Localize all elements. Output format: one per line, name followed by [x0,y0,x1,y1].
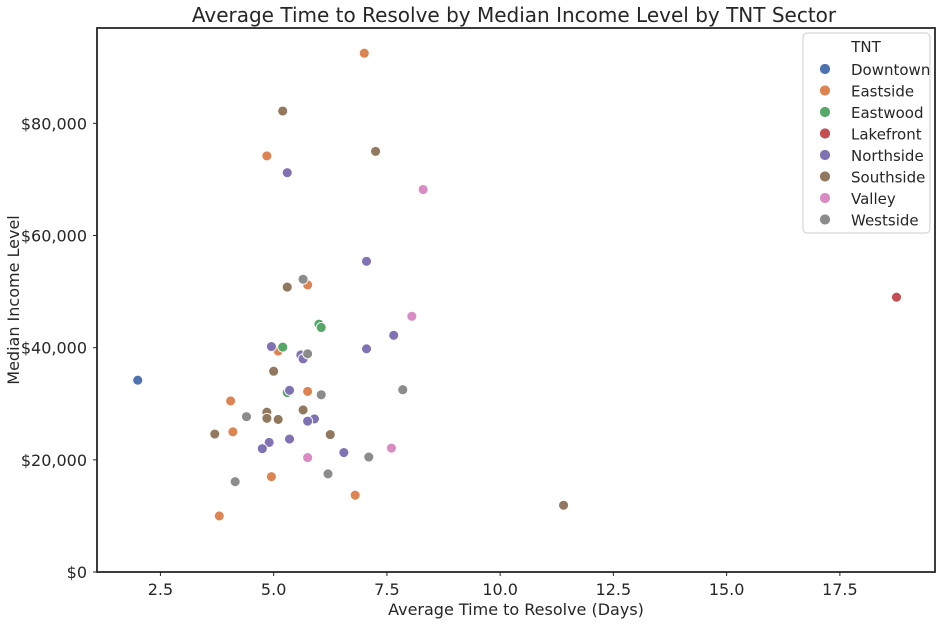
data-point-westside [241,411,252,423]
data-point-valley [417,184,429,195]
chart-title: Average Time to Resolve by Median Income… [192,3,837,27]
data-point-downtown [132,374,144,386]
plot-area [132,47,902,522]
data-point-southside [268,365,280,377]
legend-marker-eastside [819,84,831,97]
data-point-eastside [213,510,225,522]
data-point-valley [302,452,314,464]
x-tick-label: 17.5 [822,580,858,599]
legend-box [802,32,931,234]
x-axis: 2.5 5.0 7.5 10.0 12.5 15.0 17.5 [148,572,858,599]
legend-label-downtown: Downtown [851,61,930,79]
data-point-eastside [261,150,273,162]
data-point-northside [338,447,350,458]
legend-label-southside: Southside [851,169,925,187]
data-point-westside [397,384,409,396]
data-point-southside [370,145,382,157]
legend-label-northside: Northside [851,147,924,165]
data-point-northside [284,384,295,396]
data-point-northside [256,443,268,455]
data-point-lakefront [891,291,902,303]
legend-label-valley: Valley [851,190,896,208]
legend-label-westside: Westside [851,212,919,230]
data-point-westside [229,476,241,488]
data-point-eastside [227,426,239,438]
data-point-northside [302,415,314,427]
data-point-eastside [265,471,277,483]
data-point-southside [558,499,570,511]
data-point-northside [284,433,295,445]
data-point-eastwood [315,322,327,333]
data-point-northside [281,167,293,179]
legend-marker-northside [819,149,831,161]
y-tick-label: $80,000 [21,114,87,133]
legend-label-eastwood: Eastwood [851,104,924,122]
data-point-northside [361,255,372,267]
legend-label-lakefront: Lakefront [851,126,922,144]
x-tick-label: 5.0 [261,580,286,599]
y-tick-label: $20,000 [21,451,87,470]
x-tick-label: 15.0 [709,580,745,599]
y-tick-label: $0 [67,563,87,582]
data-point-southside [272,414,284,425]
data-point-northside [263,436,275,448]
data-point-eastside [358,47,370,59]
data-point-southside [209,428,221,440]
data-point-westside [297,273,309,285]
data-point-valley [385,442,397,454]
legend-title: TNT [850,38,881,56]
data-point-eastside [302,385,314,397]
legend-marker-valley [819,192,831,204]
legend-marker-westside [819,213,831,226]
data-point-eastwood [277,341,289,353]
plot-frame [96,27,936,573]
data-point-southside [324,429,336,441]
x-tick-label: 12.5 [596,580,632,599]
data-point-valley [406,310,418,322]
data-point-westside [322,468,334,480]
data-point-southside [297,404,309,416]
data-point-westside [363,451,375,463]
data-point-southside [261,412,273,424]
y-tick-label: $60,000 [21,227,87,246]
x-axis-label: Average Time to Resolve (Days) [388,600,644,619]
data-point-eastside [349,489,361,501]
y-axis: $0 $20,000 $40,000 $60,000 $80,000 [21,114,97,582]
data-point-southside [277,105,289,117]
legend-marker-downtown [819,63,831,75]
x-tick-label: 2.5 [148,580,173,599]
y-axis-label: Median Income Level [4,215,23,384]
y-tick-label: $40,000 [21,339,87,358]
legend-marker-lakefront [819,127,831,140]
legend-marker-southside [819,170,831,183]
x-tick-label: 7.5 [374,580,399,599]
x-tick-label: 10.0 [482,580,518,599]
legend-label-eastside: Eastside [851,83,914,101]
data-point-eastside [225,395,237,407]
data-point-southside [281,281,293,293]
data-point-northside [361,343,372,355]
data-point-westside [302,348,314,360]
legend: TNT Downtown Eastside Eastwood Lakefront Nor… [802,32,931,234]
data-point-northside [265,341,277,352]
data-point-westside [315,389,327,401]
data-point-northside [388,329,400,341]
legend-marker-eastwood [819,106,831,118]
